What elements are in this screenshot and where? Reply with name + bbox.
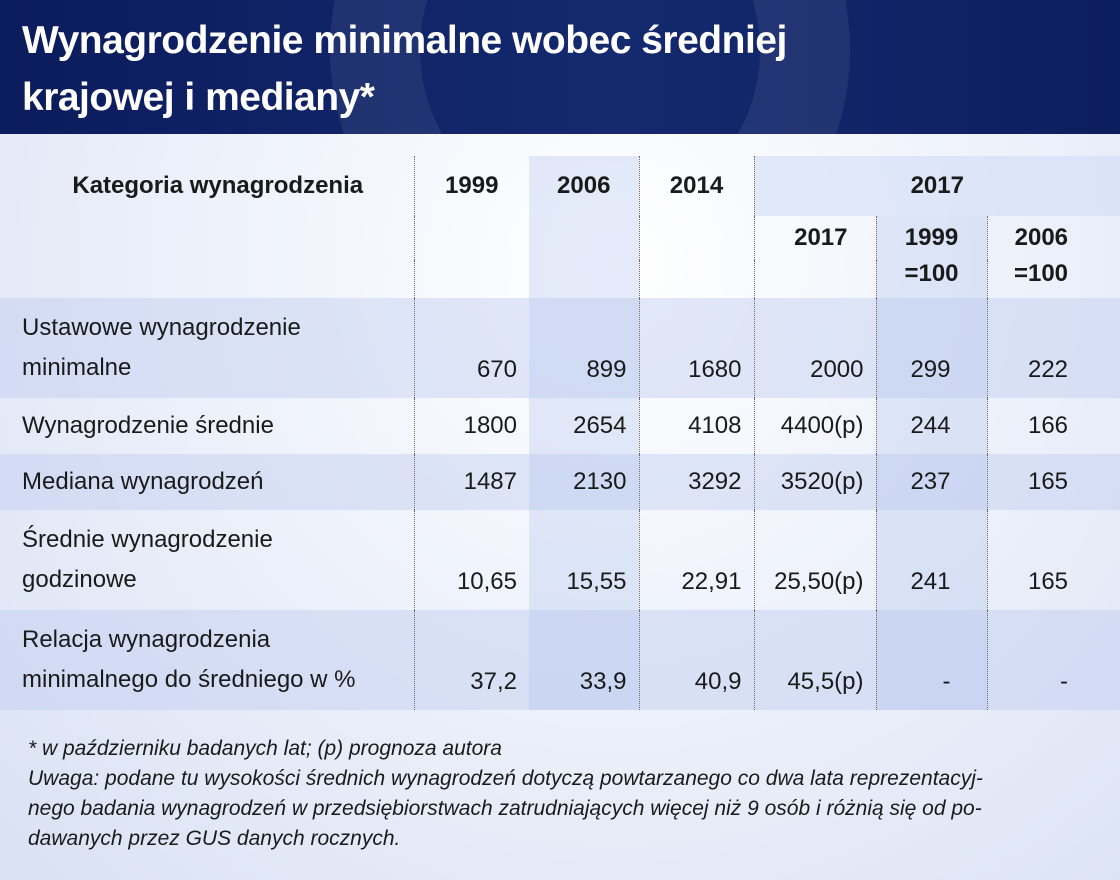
cell-2006: 2654: [529, 398, 639, 454]
cell-2006: 899: [529, 298, 639, 398]
row-label: Relacja wynagrodzenia minimalnego do śre…: [0, 610, 414, 710]
subheader-1999-b: =100: [875, 260, 987, 298]
cell-2006: 33,9: [529, 610, 639, 710]
cell-index-1999: 237: [875, 454, 987, 510]
cell-index-2006: -: [986, 610, 1120, 710]
cell-2017: 2000: [753, 298, 876, 398]
cell-1999: 1487: [413, 454, 529, 510]
subheader-row: 2017 1999 2006: [0, 216, 1120, 260]
header-2014: 2014: [638, 156, 754, 298]
row-label-line-2: godzinowe: [22, 566, 137, 593]
subheader-2006-b: =100: [986, 260, 1120, 298]
table-row: Wynagrodzenie średnie 1800 2654 4108 440…: [0, 398, 1120, 454]
table-row: Ustawowe wynagrodzenie minimalne 670 899…: [0, 298, 1120, 398]
table-row: Mediana wynagrodzeń 1487 2130 3292 3520(…: [0, 454, 1120, 510]
header-2006: 2006: [529, 156, 639, 298]
wage-table-container: Kategoria wynagrodzenia 1999 2006 2014 2…: [0, 156, 1120, 710]
header-row: Kategoria wynagrodzenia 1999 2006 2014 2…: [0, 156, 1120, 298]
cell-2006: 15,55: [529, 510, 639, 610]
row-label-line-1: Relacja wynagrodzenia: [22, 626, 271, 653]
cell-index-1999: -: [875, 610, 987, 710]
row-label-line-1: Średnie wynagrodzenie: [22, 526, 273, 553]
subheader-2006-a: 2006: [986, 216, 1120, 260]
cell-index-1999: 299: [875, 298, 987, 398]
row-label-line-1: Ustawowe wynagrodzenie: [22, 314, 301, 341]
subheader-row-2: =100 =100: [0, 260, 1120, 298]
wage-table: Kategoria wynagrodzenia 1999 2006 2014 2…: [0, 156, 1120, 710]
cell-index-1999: 244: [875, 398, 987, 454]
header-2017-group: 2017: [753, 156, 1120, 216]
header-category: Kategoria wynagrodzenia: [72, 172, 364, 199]
subheader-2017-blank: [753, 260, 876, 298]
cell-2014: 22,91: [638, 510, 754, 610]
row-label: Średnie wynagrodzenie godzinowe: [0, 510, 414, 610]
cell-index-1999: 241: [875, 510, 987, 610]
logo-swirl-decoration: [330, 0, 850, 134]
subheader-2017: 2017: [753, 216, 876, 260]
cell-2014: 40,9: [638, 610, 754, 710]
cell-2017: 25,50(p): [753, 510, 876, 610]
cell-2014: 1680: [638, 298, 754, 398]
cell-index-2006: 165: [986, 454, 1120, 510]
title-line-2: krajowej i mediany*: [22, 76, 375, 119]
header-1999: 1999: [413, 156, 529, 298]
cell-2014: 4108: [638, 398, 754, 454]
row-label: Mediana wynagrodzeń: [22, 468, 264, 495]
row-label: Wynagrodzenie średnie: [22, 412, 274, 439]
cell-2017: 3520(p): [753, 454, 876, 510]
cell-1999: 10,65: [413, 510, 529, 610]
table-row: Relacja wynagrodzenia minimalnego do śre…: [0, 610, 1120, 710]
cell-index-2006: 166: [986, 398, 1120, 454]
cell-1999: 670: [413, 298, 529, 398]
cell-2006: 2130: [529, 454, 639, 510]
cell-1999: 37,2: [413, 610, 529, 710]
footnote-line-2: Uwaga: podane tu wysokości średnich wyna…: [28, 767, 983, 790]
footnote: * w październiku badanych lat; (p) progn…: [28, 734, 1098, 854]
page-title: Wynagrodzenie minimalne wobec średniej k…: [22, 12, 1102, 126]
cell-2014: 3292: [638, 454, 754, 510]
row-label-line-2: minimalnego do średniego w %: [22, 666, 356, 693]
cell-index-2006: 165: [986, 510, 1120, 610]
cell-1999: 1800: [413, 398, 529, 454]
cell-index-2006: 222: [986, 298, 1120, 398]
header-banner: Wynagrodzenie minimalne wobec średniej k…: [0, 0, 1120, 134]
table-row: Średnie wynagrodzenie godzinowe 10,65 15…: [0, 510, 1120, 610]
row-label: Ustawowe wynagrodzenie minimalne: [0, 298, 414, 398]
footnote-line-3: nego badania wynagrodzeń w przedsiębiors…: [28, 797, 982, 820]
cell-2017: 45,5(p): [753, 610, 876, 710]
subheader-1999-a: 1999: [875, 216, 987, 260]
cell-2017: 4400(p): [753, 398, 876, 454]
row-label-line-2: minimalne: [22, 354, 132, 381]
title-line-1: Wynagrodzenie minimalne wobec średniej: [22, 19, 787, 62]
footnote-line-4: dawanych przez GUS danych rocznych.: [28, 827, 401, 850]
footnote-line-1: * w październiku badanych lat; (p) progn…: [28, 737, 502, 760]
